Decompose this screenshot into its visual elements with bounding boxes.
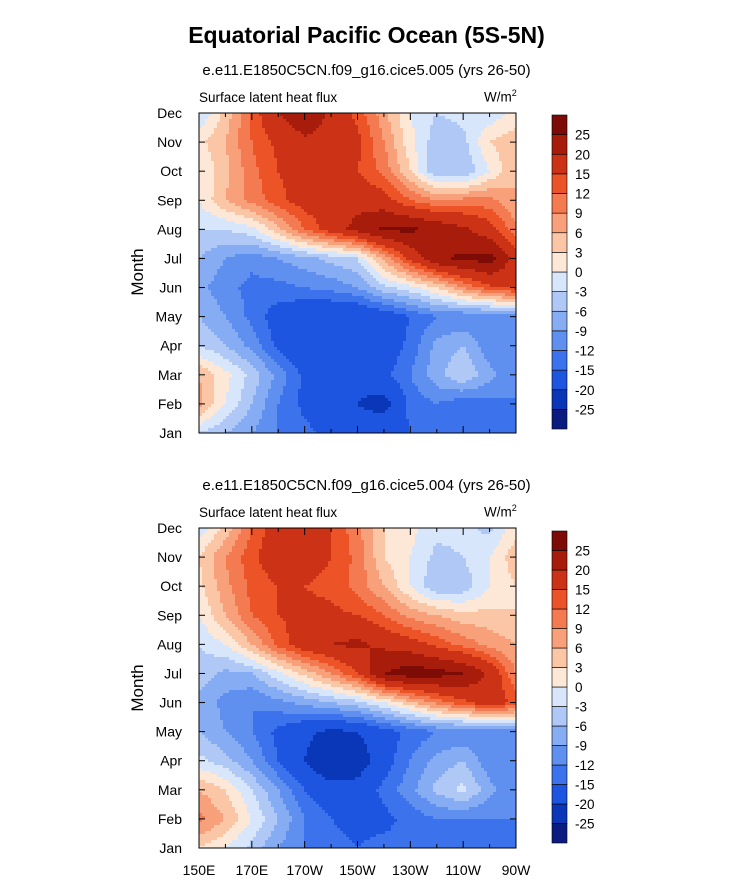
colorbar-swatch: [551, 667, 568, 688]
colorbar-swatch: [551, 569, 568, 590]
colorbar-label: 15: [575, 583, 590, 598]
units-label: W/m2: [484, 88, 517, 105]
colorbar-label: -25: [575, 402, 595, 417]
y-tick-label: Apr: [160, 338, 182, 354]
colorbar-label: 20: [575, 147, 590, 162]
y-tick-label: Mar: [158, 782, 182, 798]
x-tick-label: 90W: [502, 447, 532, 450]
colorbar-label: 25: [575, 544, 590, 559]
colorbar-label: 9: [575, 206, 583, 221]
colorbar-swatch: [551, 647, 568, 668]
colorbar-label: 3: [575, 661, 583, 676]
y-tick-label: Dec: [157, 520, 182, 536]
colorbar-label: 12: [575, 602, 590, 617]
colorbar-label: -9: [575, 739, 587, 754]
y-tick-label: Apr: [160, 753, 182, 769]
y-tick-label: Jan: [159, 425, 182, 441]
colorbar-swatch: [551, 784, 568, 805]
y-tick-label: Nov: [157, 134, 182, 150]
panel-top: e.e11.E1850C5CN.f09_g16.cice5.005 (yrs 2…: [0, 62, 733, 450]
colorbar-swatch: [551, 803, 568, 824]
colorbar-swatch: [551, 823, 568, 844]
y-tick-label: Oct: [160, 578, 182, 594]
colorbar-swatch: [551, 725, 568, 746]
variable-label: Surface latent heat flux: [199, 90, 337, 105]
colorbar-label: 25: [575, 128, 590, 143]
y-tick-label: Jan: [159, 840, 182, 856]
y-tick-label: May: [156, 724, 182, 740]
colorbar-label: -15: [575, 778, 595, 793]
run-title: e.e11.E1850C5CN.f09_g16.cice5.004 (yrs 2…: [0, 477, 733, 494]
colorbar-label: -6: [575, 719, 587, 734]
y-tick-label: May: [156, 309, 182, 325]
colorbar-label: -25: [575, 817, 595, 832]
colorbar-swatch: [551, 706, 568, 727]
colorbar-label: -3: [575, 700, 587, 715]
y-tick-label: Sep: [157, 607, 182, 623]
colorbar-swatch: [551, 628, 568, 649]
y-tick-label: Nov: [157, 549, 182, 565]
x-tick-label: 150E: [183, 862, 216, 878]
colorbar-swatch: [551, 550, 568, 571]
colorbar-swatch: [551, 686, 568, 707]
colorbar-label: -12: [575, 758, 595, 773]
colorbar-label: -9: [575, 324, 587, 339]
colorbar-swatch: [551, 114, 568, 135]
colorbar-swatch: [551, 530, 568, 551]
y-tick-label: Dec: [157, 105, 182, 121]
x-tick-label: 110W: [445, 447, 481, 450]
colorbar-label: 0: [575, 680, 583, 695]
y-tick-label: Sep: [157, 192, 182, 208]
y-tick-label: Feb: [158, 811, 182, 827]
x-tick-label: 150W: [339, 862, 376, 878]
y-tick-label: Jun: [159, 695, 182, 711]
run-title: e.e11.E1850C5CN.f09_g16.cice5.005 (yrs 2…: [0, 62, 733, 79]
y-tick-label: Oct: [160, 163, 182, 179]
y-tick-label: Jul: [164, 250, 182, 266]
x-tick-label: 110W: [445, 862, 481, 878]
variable-label: Surface latent heat flux: [199, 505, 337, 520]
y-tick-label: Jun: [159, 280, 182, 296]
x-tick-label: 90W: [502, 862, 532, 878]
contour-field: [199, 528, 516, 848]
y-tick-label: Aug: [157, 221, 182, 237]
colorbar-label: 9: [575, 622, 583, 637]
colorbar-label: -20: [575, 797, 595, 812]
y-tick-label: Aug: [157, 636, 182, 652]
colorbar-swatch: [551, 608, 568, 629]
colorbar-label: 12: [575, 187, 590, 202]
colorbar-label: -12: [575, 344, 595, 359]
contour-field: [199, 113, 516, 433]
x-tick-label: 170W: [286, 447, 323, 450]
colorbar-label: 3: [575, 245, 583, 260]
x-tick-label: 170W: [286, 862, 323, 878]
colorbar-label: 20: [575, 563, 590, 578]
colorbar-label: 6: [575, 641, 583, 656]
colorbar-swatch: [551, 589, 568, 610]
colorbar-label: -3: [575, 285, 587, 300]
colorbar-label: 15: [575, 167, 590, 182]
x-tick-label: 150W: [339, 447, 376, 450]
x-tick-label: 170E: [235, 447, 268, 450]
colorbar-label: -20: [575, 383, 595, 398]
x-tick-label: 170E: [235, 862, 268, 878]
main-title: Equatorial Pacific Ocean (5S-5N): [0, 22, 733, 49]
colorbar-label: -15: [575, 363, 595, 378]
y-tick-label: Jul: [164, 665, 182, 681]
colorbar-label: 6: [575, 226, 583, 241]
heatmap-chart-top: Jan Feb Mar Apr May Jun Jul Aug Sep Oct Nov Dec 150E…: [156, 105, 595, 450]
x-tick-label: 130W: [392, 862, 429, 878]
x-tick-label: 130W: [392, 447, 429, 450]
colorbar-label: 0: [575, 265, 583, 280]
y-tick-label: Mar: [158, 367, 182, 383]
colorbar-swatch: [551, 764, 568, 785]
y-tick-label: Feb: [158, 396, 182, 412]
colorbar-label: -6: [575, 304, 587, 319]
colorbar-swatch: [551, 745, 568, 766]
x-tick-label: 150E: [183, 447, 216, 450]
units-label: W/m2: [484, 503, 517, 520]
